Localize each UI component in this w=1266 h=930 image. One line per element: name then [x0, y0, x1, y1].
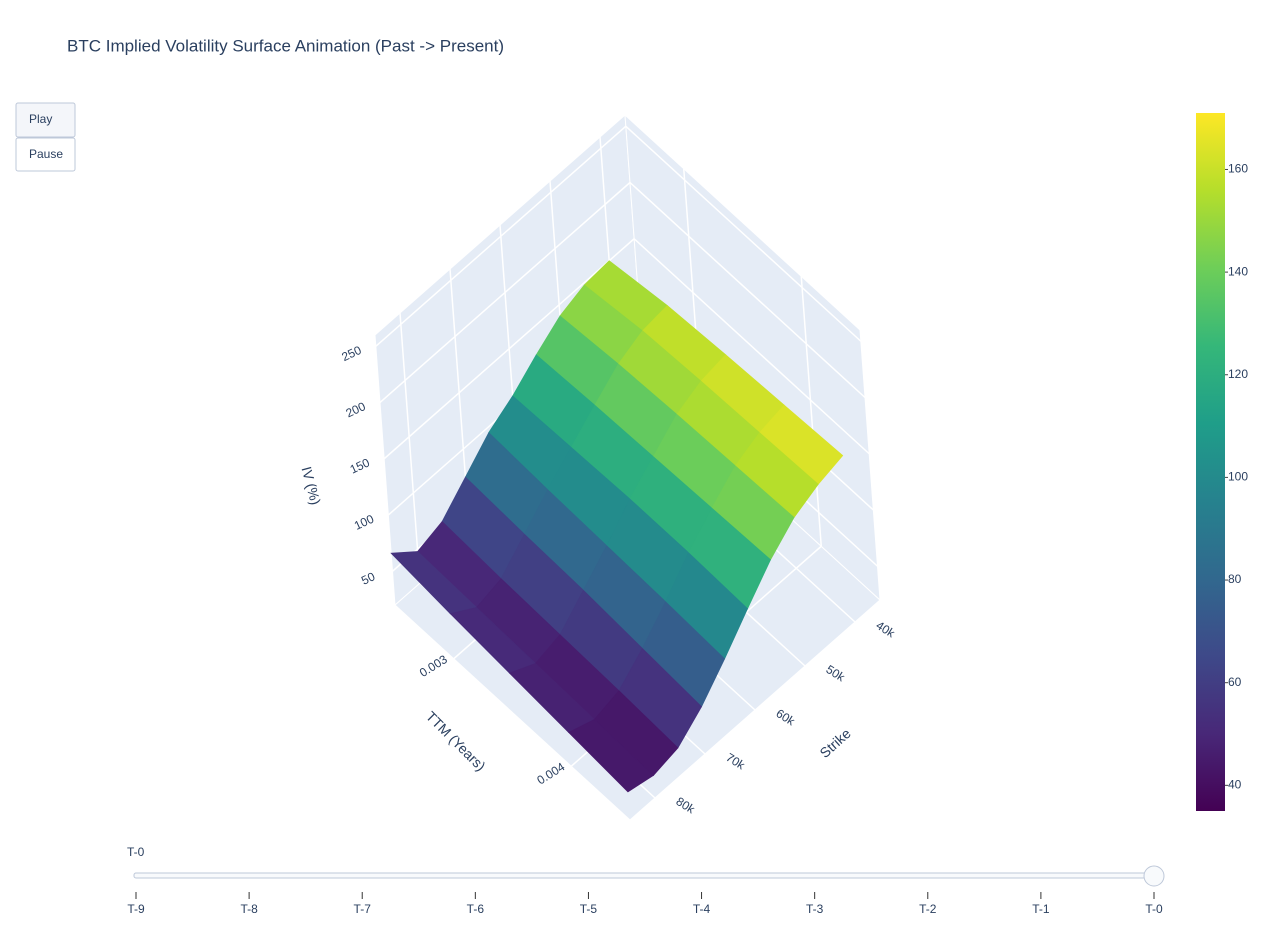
- colorbar-tick-label: 40: [1228, 778, 1242, 792]
- strike-tick-label: 80k: [674, 794, 699, 817]
- iv-grid-line: [383, 238, 635, 460]
- slider-current-value: T-0: [127, 845, 145, 859]
- slider-step-label: T-4: [693, 902, 711, 916]
- strike-tick-label: 50k: [824, 662, 849, 685]
- play-button[interactable]: Play: [15, 102, 76, 138]
- pause-button-box[interactable]: [15, 137, 76, 172]
- slider-handle[interactable]: [1143, 865, 1165, 887]
- strike-tick-label: 70k: [724, 750, 749, 773]
- colorbar-tick-label: 120: [1228, 367, 1248, 381]
- iv-tick-label: 100: [352, 512, 376, 533]
- colorbar-tick-label: 80: [1228, 572, 1242, 586]
- pause-button[interactable]: Pause: [15, 137, 76, 172]
- iv-tick-label: 200: [344, 399, 368, 420]
- slider-step-label: T-3: [806, 902, 824, 916]
- pause-button-label[interactable]: Pause: [29, 147, 63, 161]
- slider-step-label: T-8: [240, 902, 258, 916]
- slider-step-label: T-9: [127, 902, 145, 916]
- iv-grid-line: [633, 238, 870, 455]
- ttm-grid-line: [800, 276, 822, 547]
- iv-grid-line: [379, 181, 631, 404]
- iv-tick-label: 50: [359, 569, 377, 587]
- slider-step-label: T-5: [580, 902, 598, 916]
- ttm-tick-label: 0.003: [417, 652, 450, 680]
- colorbar-tick-label: 140: [1228, 264, 1248, 278]
- ttm-axis-title: TTM (Years): [423, 708, 489, 774]
- colorbar-tick-label: 60: [1228, 675, 1242, 689]
- play-button-box[interactable]: [15, 102, 76, 138]
- chart-title: BTC Implied Volatility Surface Animation…: [67, 36, 504, 55]
- colorbar-tick-label: 160: [1228, 162, 1248, 176]
- slider-step-label: T-6: [467, 902, 485, 916]
- slider-step-label: T-1: [1032, 902, 1050, 916]
- iv-axis-title: IV (%): [298, 465, 324, 507]
- ttm-tick-label: 0.004: [534, 759, 567, 787]
- strike-grid-line: [399, 312, 421, 584]
- iv-grid-line: [375, 125, 627, 347]
- colorbar: [1196, 113, 1225, 811]
- slider-track: [133, 872, 1157, 879]
- strike-tick-label: 40k: [874, 618, 899, 641]
- play-button-label[interactable]: Play: [29, 112, 52, 126]
- colorbar-tick-label: 100: [1228, 470, 1248, 484]
- strike-axis-title: Strike: [816, 725, 853, 761]
- iv-grid-line: [625, 125, 862, 342]
- iv-tick-label: 150: [348, 455, 372, 476]
- surface-patch: [568, 719, 654, 793]
- iv-tick-label: 250: [339, 343, 363, 364]
- iv-grid-line: [629, 181, 866, 399]
- slider-step-label: T-7: [354, 902, 372, 916]
- strike-tick-label: 60k: [774, 706, 799, 729]
- slider-step-label: T-2: [919, 902, 937, 916]
- slider-step-label: T-0: [1145, 902, 1163, 916]
